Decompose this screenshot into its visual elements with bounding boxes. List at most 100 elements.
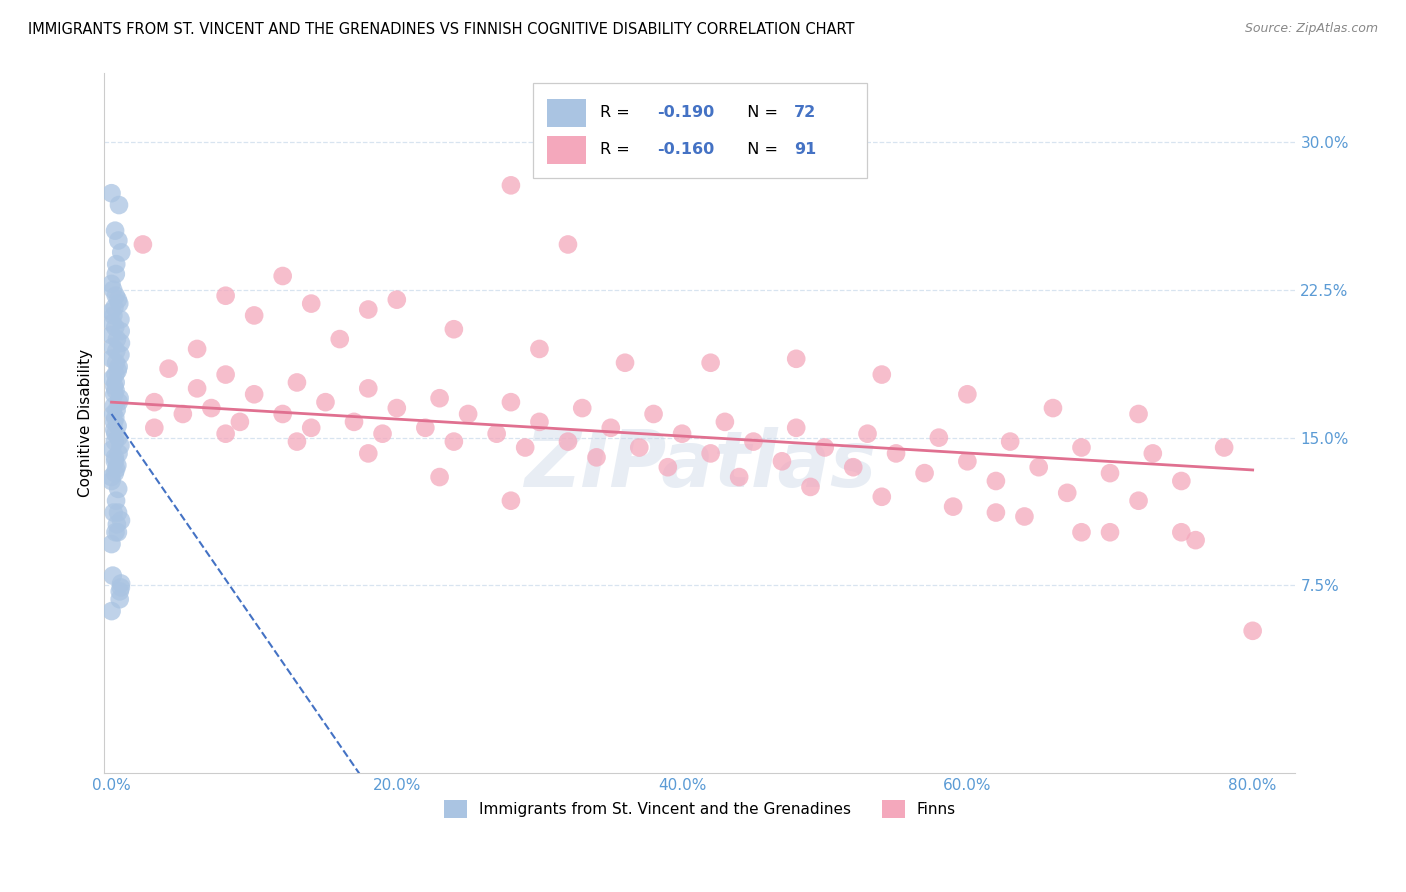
Point bbox=[956, 387, 979, 401]
Text: N =: N = bbox=[737, 105, 783, 120]
Point bbox=[770, 454, 793, 468]
Point bbox=[104, 368, 127, 382]
Point bbox=[856, 426, 879, 441]
Point bbox=[110, 312, 132, 326]
Point bbox=[1070, 441, 1092, 455]
Point bbox=[104, 320, 127, 334]
Point bbox=[357, 446, 380, 460]
Legend: Immigrants from St. Vincent and the Grenadines, Finns: Immigrants from St. Vincent and the Gren… bbox=[437, 794, 962, 824]
Point bbox=[104, 224, 127, 238]
Text: 72: 72 bbox=[794, 105, 817, 120]
Point bbox=[107, 446, 129, 460]
FancyBboxPatch shape bbox=[547, 99, 585, 127]
Point bbox=[101, 371, 124, 385]
Point bbox=[100, 328, 122, 343]
Point bbox=[105, 403, 128, 417]
Point bbox=[671, 426, 693, 441]
Point bbox=[429, 470, 451, 484]
Point bbox=[1128, 493, 1150, 508]
Point bbox=[1128, 407, 1150, 421]
Point bbox=[104, 466, 127, 480]
Point bbox=[105, 462, 128, 476]
Point bbox=[657, 460, 679, 475]
Point bbox=[299, 421, 322, 435]
Point bbox=[100, 304, 122, 318]
Point bbox=[101, 316, 124, 330]
Point bbox=[110, 245, 132, 260]
Point bbox=[385, 293, 408, 307]
Point bbox=[100, 537, 122, 551]
Point bbox=[1028, 460, 1050, 475]
Point bbox=[110, 324, 132, 338]
Point bbox=[243, 387, 266, 401]
Point bbox=[1184, 533, 1206, 548]
Point bbox=[1142, 446, 1164, 460]
Text: R =: R = bbox=[600, 143, 634, 158]
Point bbox=[107, 431, 129, 445]
Point bbox=[1170, 525, 1192, 540]
Point bbox=[172, 407, 194, 421]
Text: IMMIGRANTS FROM ST. VINCENT AND THE GRENADINES VS FINNISH COGNITIVE DISABILITY C: IMMIGRANTS FROM ST. VINCENT AND THE GREN… bbox=[28, 22, 855, 37]
Point bbox=[107, 359, 129, 374]
Point bbox=[107, 525, 129, 540]
Point bbox=[107, 482, 129, 496]
Point bbox=[728, 470, 751, 484]
Point bbox=[100, 474, 122, 488]
Point bbox=[101, 283, 124, 297]
Point bbox=[942, 500, 965, 514]
Point bbox=[107, 293, 129, 307]
Point bbox=[101, 340, 124, 354]
Point bbox=[100, 351, 122, 366]
Point bbox=[485, 426, 508, 441]
Point bbox=[457, 407, 479, 421]
FancyBboxPatch shape bbox=[533, 84, 866, 178]
Point bbox=[104, 289, 127, 303]
Point bbox=[614, 356, 637, 370]
Point bbox=[103, 387, 125, 401]
Point bbox=[884, 446, 907, 460]
Point bbox=[499, 178, 522, 193]
Point bbox=[1170, 474, 1192, 488]
Point bbox=[103, 506, 125, 520]
Point bbox=[714, 415, 737, 429]
Point bbox=[243, 309, 266, 323]
Point bbox=[984, 506, 1007, 520]
Point bbox=[108, 592, 131, 607]
Point bbox=[101, 568, 124, 582]
Point bbox=[314, 395, 336, 409]
Point bbox=[557, 434, 579, 449]
Point bbox=[928, 431, 950, 445]
Point bbox=[1056, 486, 1078, 500]
Point bbox=[699, 446, 721, 460]
Point bbox=[100, 604, 122, 618]
Point bbox=[443, 434, 465, 449]
Point bbox=[143, 395, 166, 409]
Point bbox=[285, 434, 308, 449]
Point bbox=[870, 490, 893, 504]
Point bbox=[814, 441, 837, 455]
Point bbox=[103, 399, 125, 413]
Point bbox=[357, 302, 380, 317]
Point bbox=[100, 186, 122, 201]
Point bbox=[108, 391, 131, 405]
Point bbox=[842, 460, 865, 475]
Text: -0.190: -0.190 bbox=[657, 105, 714, 120]
Point bbox=[599, 421, 621, 435]
Point bbox=[103, 379, 125, 393]
Point bbox=[643, 407, 665, 421]
Point bbox=[385, 401, 408, 415]
Point bbox=[132, 237, 155, 252]
Point bbox=[104, 411, 127, 425]
Point bbox=[100, 277, 122, 291]
Point bbox=[357, 381, 380, 395]
Point bbox=[956, 454, 979, 468]
Point bbox=[110, 576, 132, 591]
Point bbox=[104, 426, 127, 441]
Point bbox=[108, 395, 131, 409]
Point bbox=[742, 434, 765, 449]
Point bbox=[110, 438, 132, 452]
Point bbox=[214, 426, 236, 441]
Point bbox=[105, 356, 128, 370]
Point bbox=[103, 301, 125, 315]
Point bbox=[271, 407, 294, 421]
